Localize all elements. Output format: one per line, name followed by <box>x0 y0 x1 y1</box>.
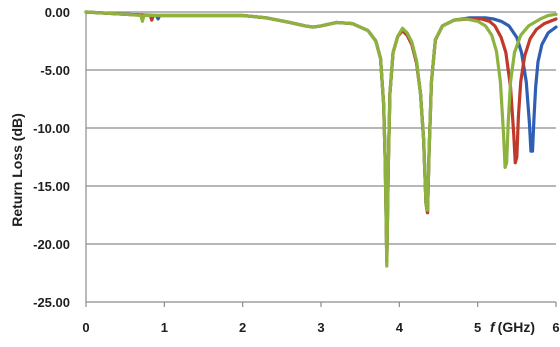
x-tick-label-0: 0 <box>82 320 89 335</box>
x-tick-label-4: 4 <box>396 320 404 335</box>
axes <box>85 12 557 307</box>
tick-labels: 0.00 -5.00 -10.00 -15.00 -20.00 -25.00 0 1 2 3 4 5 6 <box>33 5 559 335</box>
x-tick-label-1: 1 <box>161 320 168 335</box>
x-tick-label-5: 5 <box>474 320 481 335</box>
y-tick-label-1: -5.00 <box>40 63 70 78</box>
y-tick-label-5: -25.00 <box>33 295 70 310</box>
y-tick-label-3: -15.00 <box>33 179 70 194</box>
x-tick-label-2: 2 <box>239 320 246 335</box>
x-axis-title-unit: (GHz) <box>498 319 535 335</box>
x-tick-label-6: 6 <box>552 320 559 335</box>
x-tick-label-3: 3 <box>317 320 324 335</box>
y-tick-label-4: -20.00 <box>33 237 70 252</box>
y-tick-label-2: -10.00 <box>33 121 70 136</box>
x-axis-title: f (GHz) <box>490 319 535 335</box>
series-line-1 <box>84 10 558 263</box>
y-tick-label-0: 0.00 <box>45 5 70 20</box>
gridlines <box>86 11 556 303</box>
series-line-0 <box>84 10 558 263</box>
series-lines <box>84 10 558 268</box>
series-line-2 <box>84 10 558 268</box>
y-axis-title: Return Loss (dB) <box>9 113 25 227</box>
x-axis-title-symbol: f <box>490 319 496 335</box>
